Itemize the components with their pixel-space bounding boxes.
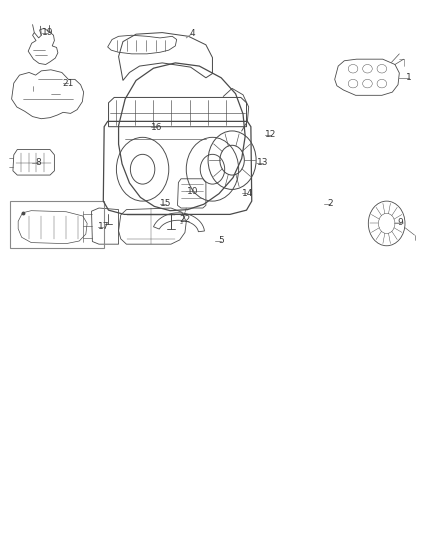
Text: 2: 2 <box>328 199 333 208</box>
Text: 22: 22 <box>179 215 191 224</box>
Text: 19: 19 <box>42 28 53 37</box>
Text: 15: 15 <box>160 199 172 208</box>
Text: 12: 12 <box>265 130 276 139</box>
Text: 8: 8 <box>35 158 41 167</box>
Text: 13: 13 <box>257 158 268 167</box>
Text: 9: 9 <box>397 219 403 228</box>
Bar <box>11 201 104 248</box>
Text: 16: 16 <box>151 123 163 132</box>
Text: 5: 5 <box>218 237 224 246</box>
Text: 1: 1 <box>406 73 412 82</box>
Text: 14: 14 <box>242 189 253 198</box>
Text: 10: 10 <box>187 187 198 196</box>
Text: 4: 4 <box>189 29 195 38</box>
Text: 21: 21 <box>63 78 74 87</box>
Text: 17: 17 <box>98 222 109 231</box>
